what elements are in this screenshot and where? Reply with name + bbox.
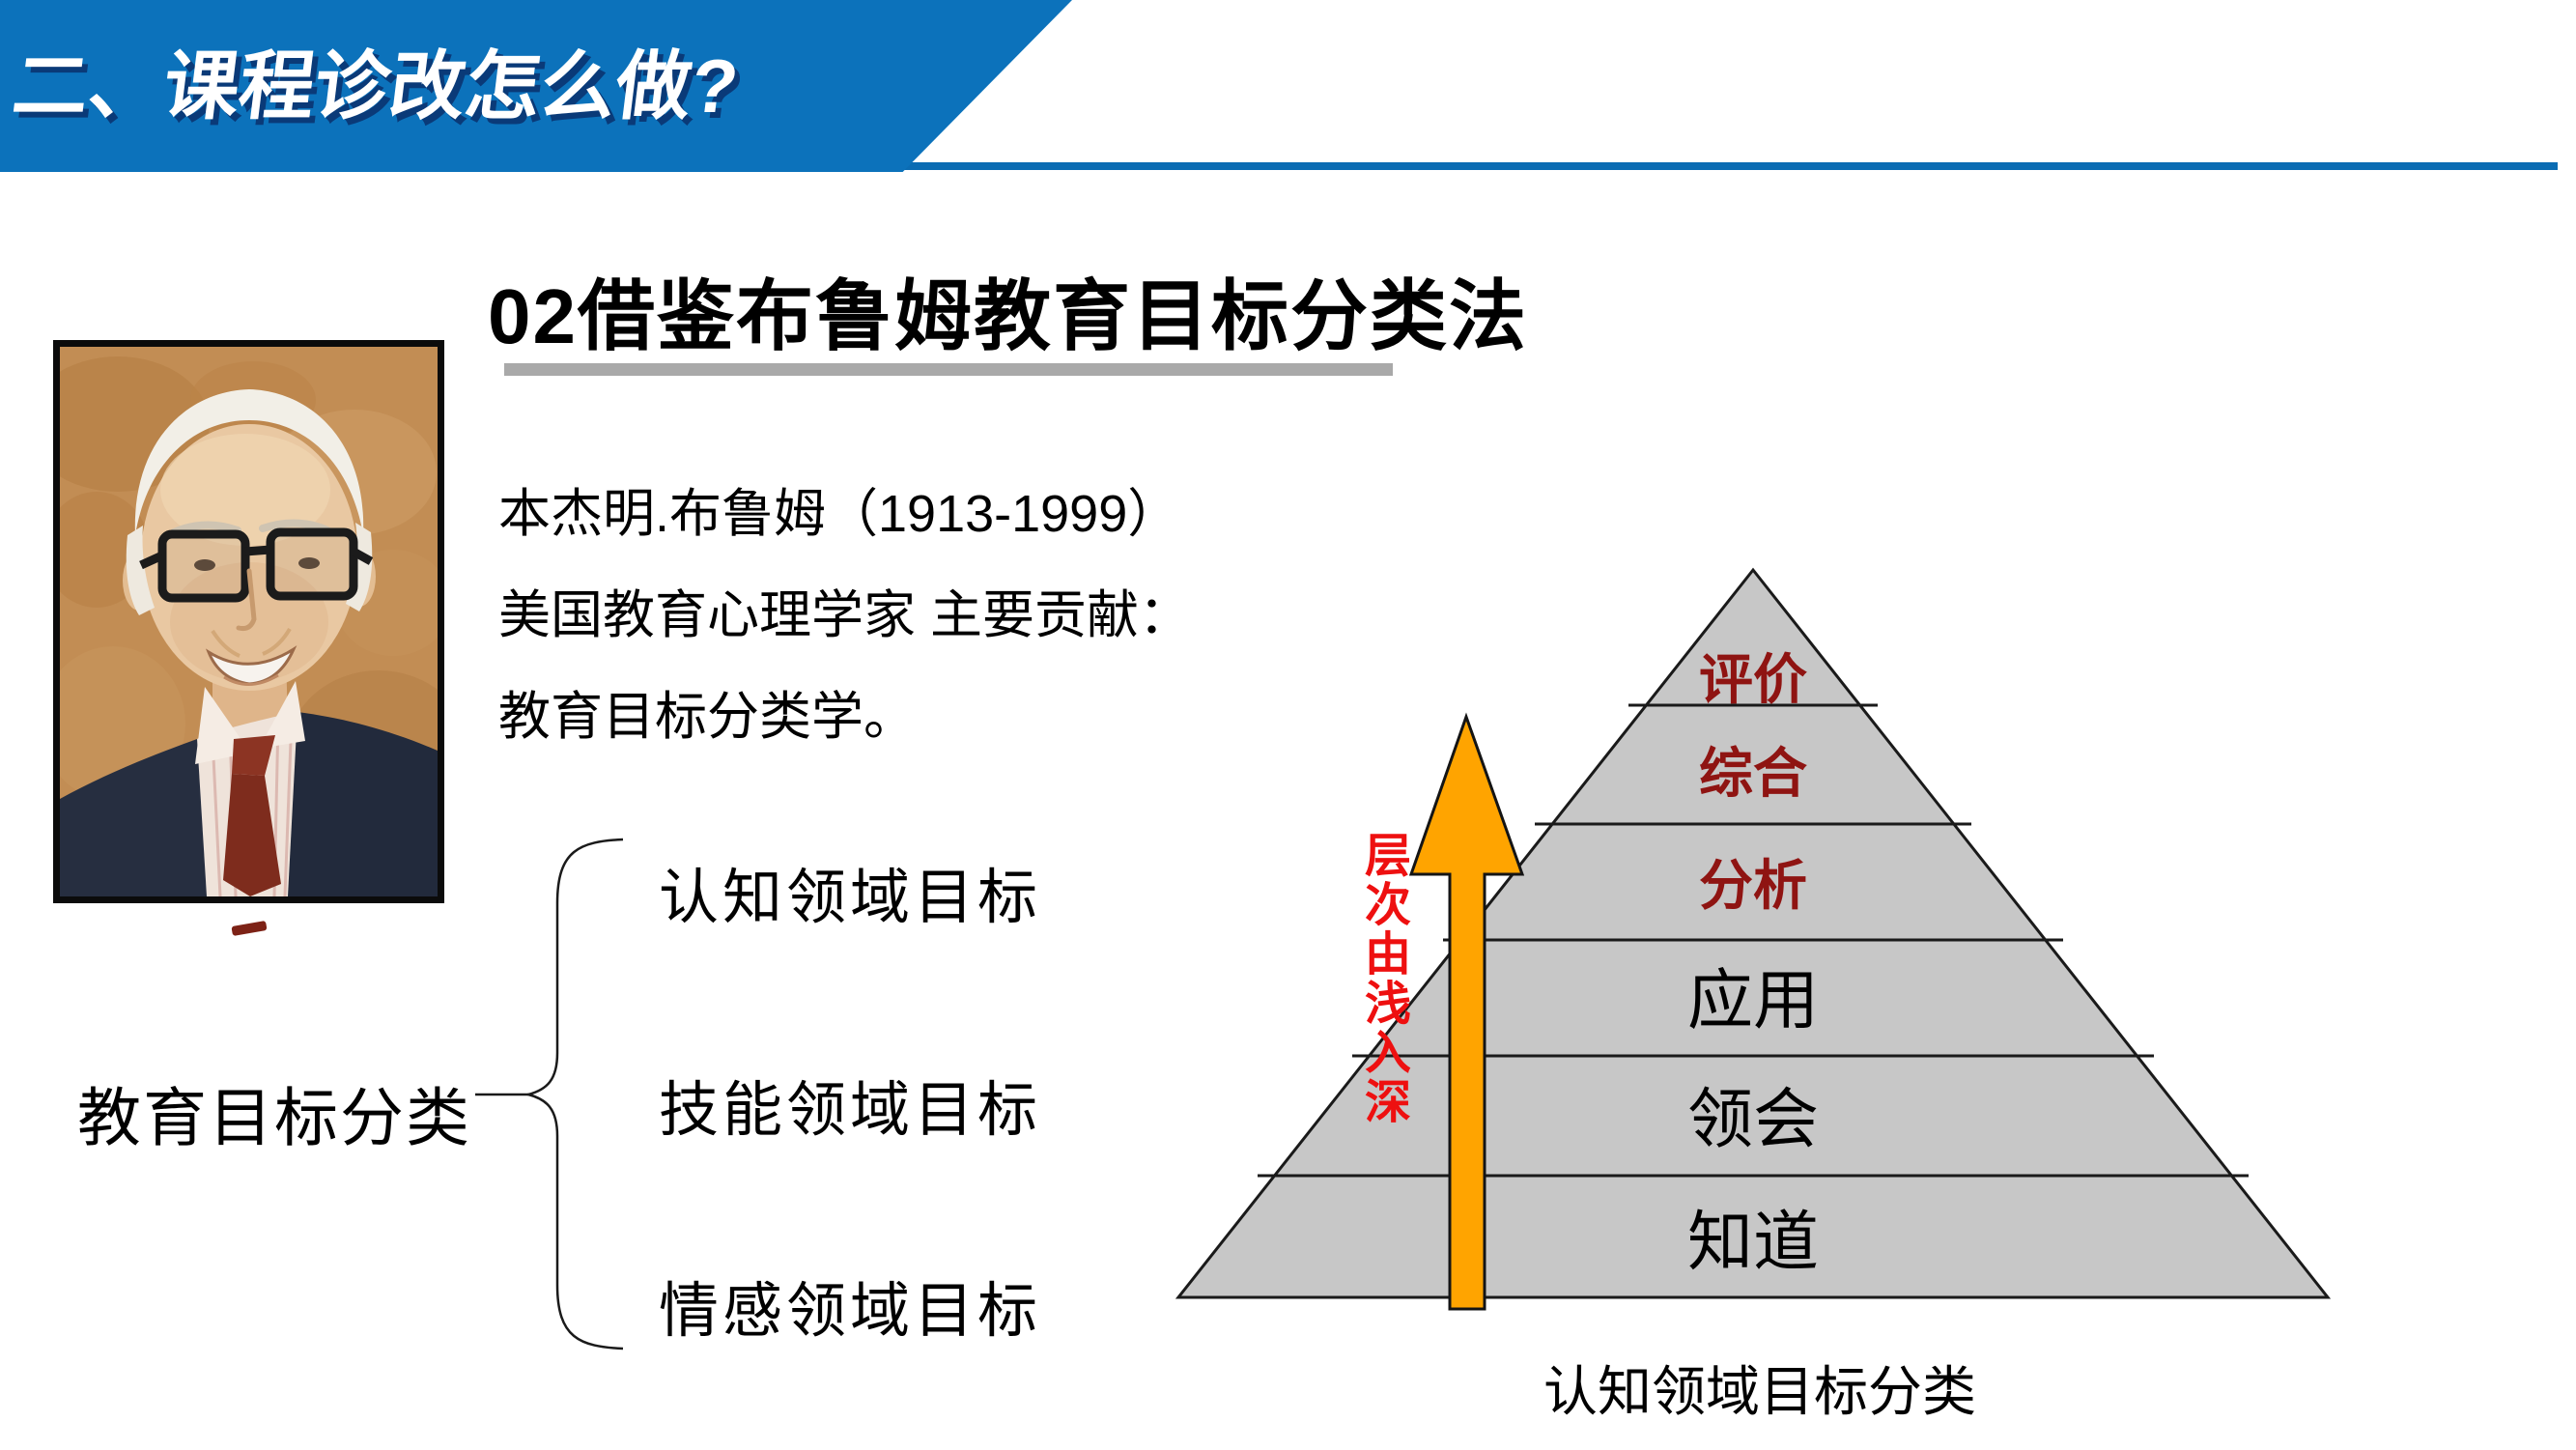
portrait-suit-left: [60, 739, 232, 896]
pyramid-level-label-6: 知道: [1687, 1206, 1819, 1279]
depth-arrow-label: 层次由浅入深: [1357, 831, 1408, 1126]
taxonomy-brace: [475, 838, 624, 1350]
section-title: 02借鉴布鲁姆教育目标分类法: [488, 273, 1528, 359]
curly-brace: [524, 838, 624, 1350]
portrait-lower-lip: [223, 673, 279, 686]
portrait-smile-line-right: [262, 627, 292, 656]
bloom-portrait-illustration: [26, 347, 470, 897]
taxonomy-root-label: 教育目标分类: [77, 1082, 471, 1153]
portrait-smile-line-left: [211, 629, 241, 658]
portrait-frame: [26, 340, 470, 903]
pyramid-level-label-5: 领会: [1687, 1083, 1819, 1156]
banner-accent-stripe: [0, 162, 2558, 170]
bio-line-1: 本杰明.布鲁姆（1913-1999）: [498, 485, 1180, 543]
portrait-eye-right: [298, 557, 320, 569]
pyramid-level-label-3: 分析: [1699, 857, 1807, 917]
photo-mark: [231, 920, 268, 937]
bio-line-2: 美国教育心理学家 主要贡献：: [498, 586, 1192, 644]
portrait-forehead: [160, 434, 330, 546]
portrait-mouth: [205, 645, 297, 686]
taxonomy-branch-skill: 技能领域目标: [659, 1077, 1042, 1144]
bio-line-3: 教育目标分类学。: [498, 688, 916, 746]
pyramid-diagram: 评价 综合 分析 应用 领会 知道 认知领域目标分类: [1175, 567, 2332, 1422]
portrait-tie-knot: [232, 735, 275, 776]
pyramid-caption: 认知领域目标分类: [1543, 1361, 1976, 1422]
portrait-eye-left: [194, 559, 215, 571]
banner-title: 二、课程诊改怎么做?: [8, 43, 744, 128]
depth-arrow: [1408, 712, 1525, 1311]
portrait-nose: [236, 568, 257, 632]
portrait-hair-left: [126, 526, 155, 615]
pyramid-level-label-2: 综合: [1699, 745, 1807, 805]
taxonomy-branch-cognitive: 认知领域目标: [659, 865, 1042, 931]
pyramid-level-label-4: 应用: [1687, 964, 1819, 1038]
portrait-suit-right: [265, 712, 438, 896]
title-underline: [504, 363, 1393, 376]
portrait-tie: [223, 774, 281, 896]
pyramid-level-label-1: 评价: [1699, 651, 1807, 711]
header-banner: 二、课程诊改怎么做?: [0, 0, 1072, 172]
portrait-collar-right: [259, 681, 305, 749]
taxonomy-branch-affective: 情感领域目标: [659, 1278, 1042, 1345]
portrait-hair: [134, 389, 364, 535]
glasses-icon: [139, 527, 374, 603]
bio-text: 本杰明.布鲁姆（1913-1999） 美国教育心理学家 主要贡献： 教育目标分类…: [498, 464, 1191, 768]
